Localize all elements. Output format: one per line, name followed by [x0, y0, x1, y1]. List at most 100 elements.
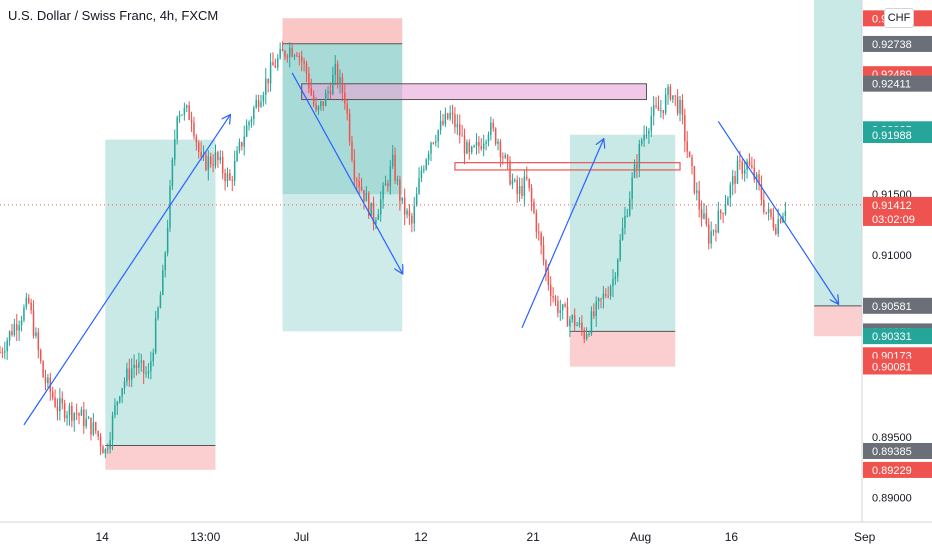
candle-body	[538, 231, 540, 233]
supply-zone	[301, 83, 647, 101]
currency-button[interactable]: CHF	[884, 8, 914, 28]
candle-body	[710, 231, 712, 244]
candle-body	[494, 128, 497, 144]
candle-body	[619, 239, 621, 260]
candle-body	[164, 253, 166, 271]
candle-body	[607, 295, 609, 297]
candle-body	[87, 417, 90, 419]
candle-body	[533, 201, 535, 213]
candle-body	[18, 325, 20, 331]
candle-body	[650, 115, 653, 131]
candle-body	[569, 319, 571, 327]
candle-body	[95, 422, 97, 432]
candle-body	[413, 206, 415, 224]
candle-body	[753, 167, 755, 180]
candle-body	[68, 405, 71, 416]
candle-body	[669, 86, 672, 100]
candle-body	[585, 334, 588, 339]
candle-body	[243, 136, 245, 147]
candle-body	[451, 112, 454, 115]
candle-body	[602, 293, 605, 299]
candle-body	[468, 142, 471, 153]
candle-body	[279, 48, 281, 59]
candle-body	[640, 140, 643, 144]
candle-body	[734, 176, 736, 184]
candle-body	[20, 320, 23, 326]
candle-body	[547, 271, 550, 285]
candle-body	[207, 156, 210, 170]
candle-body	[444, 113, 447, 125]
candle-body	[748, 161, 751, 166]
candle-body	[78, 413, 80, 416]
candle-body	[219, 156, 222, 161]
candle-body	[205, 154, 207, 170]
candle-body	[375, 219, 377, 224]
candle-body	[152, 352, 154, 362]
candle-body	[135, 364, 138, 368]
candle-body	[581, 322, 583, 330]
candle-body	[458, 124, 461, 136]
candle-body	[111, 415, 114, 441]
candle-body	[638, 143, 641, 169]
candle-body	[394, 154, 396, 181]
candle-body	[360, 187, 363, 191]
candle-body	[260, 101, 262, 107]
candle-body	[652, 105, 655, 116]
candle-body	[183, 107, 186, 115]
price-label-box	[863, 328, 932, 345]
candle-body	[23, 307, 25, 321]
y-tick-label: 0.89000	[872, 493, 912, 505]
candle-body	[66, 415, 68, 419]
candle-body	[628, 198, 631, 216]
candle-body	[296, 55, 298, 57]
candle-body	[351, 141, 353, 160]
candle-body	[47, 377, 49, 384]
candle-body	[593, 311, 595, 317]
candle-body	[664, 94, 667, 113]
candle-body	[624, 216, 626, 228]
candle-body	[779, 219, 782, 223]
candle-body	[109, 440, 111, 449]
candle-body	[631, 177, 633, 199]
candle-body	[97, 431, 99, 437]
candle-body	[504, 155, 506, 158]
candle-body	[61, 398, 64, 404]
chart-title: U.S. Dollar / Swiss Franc, 4h, FXCM	[8, 8, 219, 23]
candle-body	[684, 114, 686, 142]
candle-body	[672, 95, 674, 100]
x-tick-label: 13:00	[190, 530, 220, 544]
candle-body	[80, 409, 83, 416]
candle-body	[617, 259, 619, 277]
candle-body	[126, 368, 128, 382]
candle-body	[614, 276, 617, 279]
candle-body	[487, 134, 490, 142]
candle-body	[518, 186, 521, 195]
candle-body	[715, 230, 717, 233]
candle-body	[312, 94, 315, 105]
candle-body	[229, 173, 231, 180]
candle-body	[128, 368, 131, 380]
countdown-box	[863, 211, 932, 226]
candle-body	[722, 213, 724, 215]
candle-body	[303, 61, 305, 64]
candle-body	[114, 405, 116, 416]
candle-body	[705, 213, 708, 225]
candle-body	[11, 331, 13, 335]
candle-body	[430, 142, 432, 154]
candle-body	[435, 141, 437, 143]
candle-body	[561, 304, 564, 311]
candle-body	[63, 403, 66, 419]
price-label-text: 0.89229	[872, 465, 912, 477]
candle-body	[396, 179, 399, 181]
candle-body	[159, 294, 162, 309]
candle-body	[140, 360, 143, 363]
candle-body	[777, 219, 779, 234]
candle-body	[478, 142, 480, 147]
candle-body	[432, 142, 435, 144]
rr-profit-zone	[814, 0, 862, 306]
candle-body	[698, 190, 700, 210]
price-label-box	[863, 461, 932, 478]
candle-body	[265, 78, 267, 95]
candle-body	[775, 227, 777, 234]
